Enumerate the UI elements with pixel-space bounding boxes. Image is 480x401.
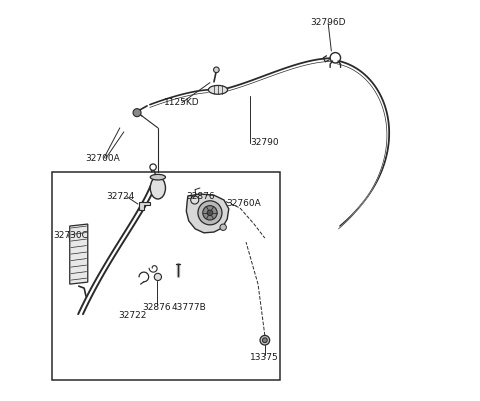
Circle shape: [330, 53, 340, 64]
Polygon shape: [70, 225, 88, 284]
Text: 1125KD: 1125KD: [164, 98, 200, 107]
Bar: [52, 172, 280, 380]
Ellipse shape: [208, 86, 228, 95]
Circle shape: [198, 201, 222, 225]
Text: 13375: 13375: [250, 352, 278, 361]
Text: 32790: 32790: [250, 138, 279, 147]
Text: 32760A: 32760A: [226, 198, 261, 207]
Text: 32700A: 32700A: [86, 154, 120, 163]
Text: 32876: 32876: [186, 192, 215, 201]
Text: 43777B: 43777B: [172, 302, 207, 311]
Circle shape: [260, 336, 270, 345]
Circle shape: [263, 338, 267, 343]
Circle shape: [207, 211, 213, 216]
Text: 32724: 32724: [106, 192, 134, 201]
Circle shape: [133, 109, 141, 117]
Circle shape: [150, 164, 156, 171]
Ellipse shape: [150, 178, 166, 200]
Text: 32876: 32876: [142, 302, 170, 311]
Text: 32722: 32722: [118, 310, 146, 319]
Circle shape: [214, 68, 219, 73]
Circle shape: [220, 225, 227, 231]
Circle shape: [191, 196, 199, 205]
Polygon shape: [139, 203, 150, 211]
Circle shape: [154, 273, 161, 281]
Text: 32730C: 32730C: [54, 230, 89, 239]
Polygon shape: [186, 194, 229, 233]
Ellipse shape: [150, 175, 166, 180]
Circle shape: [203, 206, 217, 221]
Text: 32796D: 32796D: [311, 18, 346, 27]
